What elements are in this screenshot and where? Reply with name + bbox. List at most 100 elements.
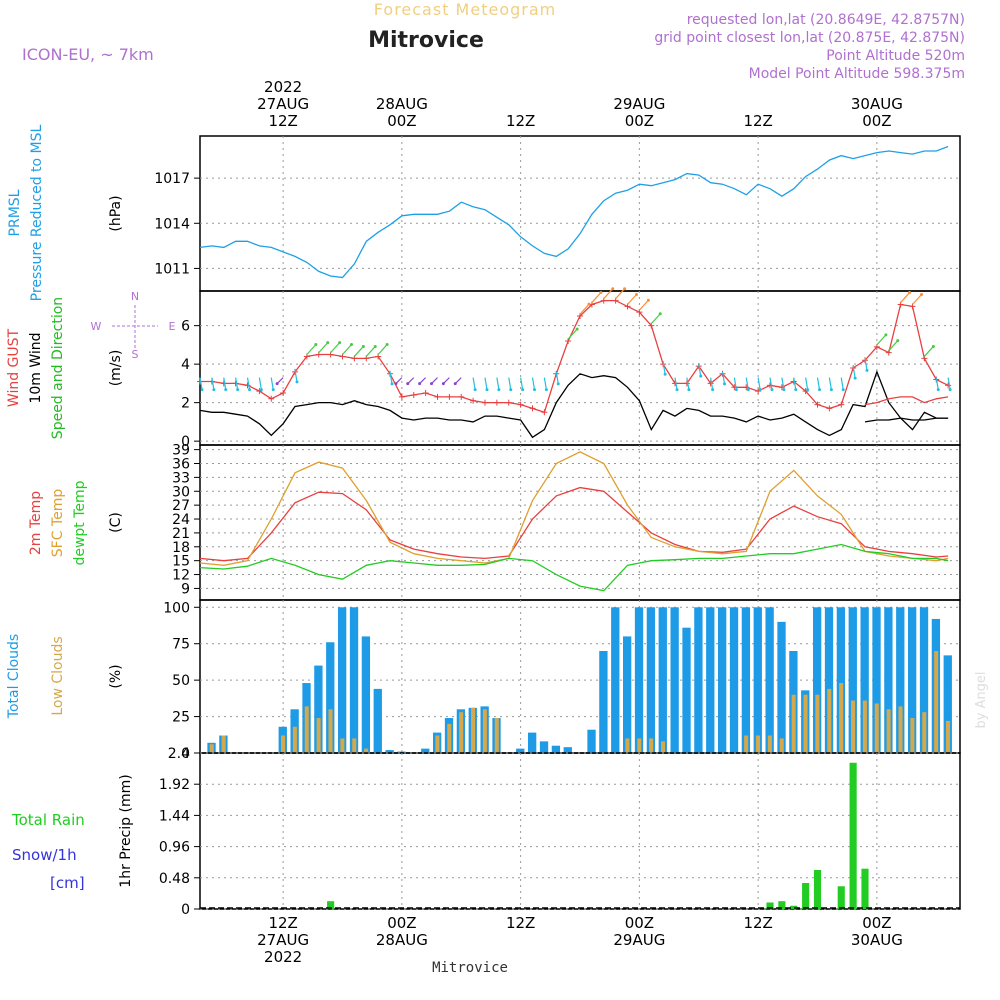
rain-bar [861, 868, 869, 909]
wind-arrow [211, 377, 215, 390]
ytick-label-pressure: 1011 [154, 261, 190, 277]
ytick-label-wind: 0 [181, 434, 190, 450]
wind-arrow [947, 377, 951, 390]
compass-w: W [91, 320, 102, 333]
wind-arrow [769, 377, 773, 390]
low-cloud-bar [660, 741, 666, 753]
ytick-label-temperature: 21 [172, 526, 190, 542]
gust-marker [505, 399, 512, 406]
wind-arrow-head [350, 343, 353, 347]
wind-arrow [757, 377, 761, 390]
gust-marker [767, 382, 773, 389]
low-cloud-bar [934, 651, 939, 753]
total-cloud-bar [527, 732, 537, 753]
low-cloud-bar [791, 694, 796, 753]
wind-arrow [912, 294, 922, 305]
total-cloud-bar [326, 642, 335, 753]
low-cloud-bar [459, 712, 464, 753]
wind-arrow [365, 346, 376, 357]
snow-unit: [cm] [50, 874, 85, 892]
top-time-label: 12Z [506, 112, 535, 130]
unit-wind: (m/s) [108, 350, 124, 387]
wind-arrow [330, 342, 341, 354]
total-cloud-bar [539, 741, 549, 753]
gust-marker [422, 390, 429, 397]
wind-arrow-head [865, 368, 869, 372]
wind-arrow-head [687, 388, 691, 392]
total-cloud-bar [765, 607, 774, 753]
wind-arrow-head [853, 376, 857, 380]
top-time-label: 00Z [387, 112, 416, 130]
gust-marker [529, 405, 536, 412]
total-cloud-bar [611, 607, 620, 753]
total-cloud-bar [516, 748, 525, 753]
wind-arrow-head [646, 298, 650, 302]
total-cloud-bar [848, 607, 857, 753]
total-cloud-bar [563, 747, 572, 753]
total-cloud-bar [717, 607, 727, 753]
total-cloud-bar [587, 729, 596, 753]
low-cloud-bar [494, 718, 499, 753]
wind-arrow-head [271, 388, 275, 392]
wind-arrow-head [711, 388, 715, 392]
low-cloud-bar [649, 738, 654, 753]
wind-arrow [258, 377, 262, 390]
compass-n: N [131, 290, 139, 303]
wind-arrow [888, 340, 899, 352]
gust-marker [482, 399, 488, 406]
wind-arrow [270, 377, 274, 390]
low-cloud-bar [637, 738, 642, 753]
total-cloud-bar [907, 607, 917, 753]
pressure-title-0: PRMSL [7, 189, 23, 236]
cloud-title-1: Low Clouds [50, 636, 66, 715]
total-cloud-bar [860, 607, 869, 753]
wind-arrow [923, 346, 934, 357]
wind-arrow-head [611, 287, 615, 291]
wind-arrow [508, 377, 512, 390]
footer-station: Mitrovice [432, 960, 508, 976]
total-cloud-bar [943, 655, 952, 753]
gust-marker [826, 405, 833, 412]
wind-arrow-head [841, 388, 845, 392]
total-cloud-bar [682, 627, 691, 753]
wind-arrow-head [675, 388, 679, 392]
wind-arrow [793, 377, 797, 390]
wind-arrow-head [533, 388, 536, 392]
total-cloud-bar [421, 748, 430, 753]
pressure-title-1: Pressure Reduced to MSL [29, 124, 45, 301]
low-cloud-bar [364, 748, 369, 753]
gust-marker [446, 393, 453, 400]
series-line-pressure-0 [199, 145, 949, 279]
series-line-temperature-2 [199, 543, 949, 592]
low-cloud-bar [744, 735, 749, 753]
wind-arrow [805, 377, 809, 390]
unit-temperature: (C) [108, 512, 124, 533]
gust-marker [232, 380, 239, 387]
total-cloud-bar [385, 750, 394, 753]
wind-arrow [674, 377, 678, 390]
ytick-label-temperature: 30 [172, 484, 190, 500]
wind-arrow [745, 377, 749, 390]
wind-arrow [294, 369, 298, 383]
low-cloud-bar [910, 718, 915, 753]
total-cloud-bar [634, 607, 644, 753]
gust-marker [268, 395, 275, 402]
wind-arrow [615, 288, 626, 300]
rain-legend: Total Rain [11, 811, 85, 829]
wind-arrow [543, 377, 547, 390]
wind-arrow-head [635, 292, 638, 296]
top-time-label: 00Z [625, 112, 654, 130]
bottom-time-label: 00Z [625, 914, 654, 932]
wind-arrow-head [758, 388, 762, 392]
unit-clouds: (%) [108, 664, 124, 688]
wind-arrow-head [884, 333, 888, 337]
gust-marker [683, 380, 690, 387]
temp-title-0: 2m Temp [28, 491, 44, 555]
rain-bar [813, 870, 822, 909]
total-cloud-bar [646, 607, 656, 753]
series-line-wind-1 [199, 370, 949, 439]
low-cloud-bar [874, 703, 879, 753]
total-cloud-bar [349, 607, 359, 753]
gust-marker [493, 399, 500, 406]
gust-marker [541, 409, 548, 416]
